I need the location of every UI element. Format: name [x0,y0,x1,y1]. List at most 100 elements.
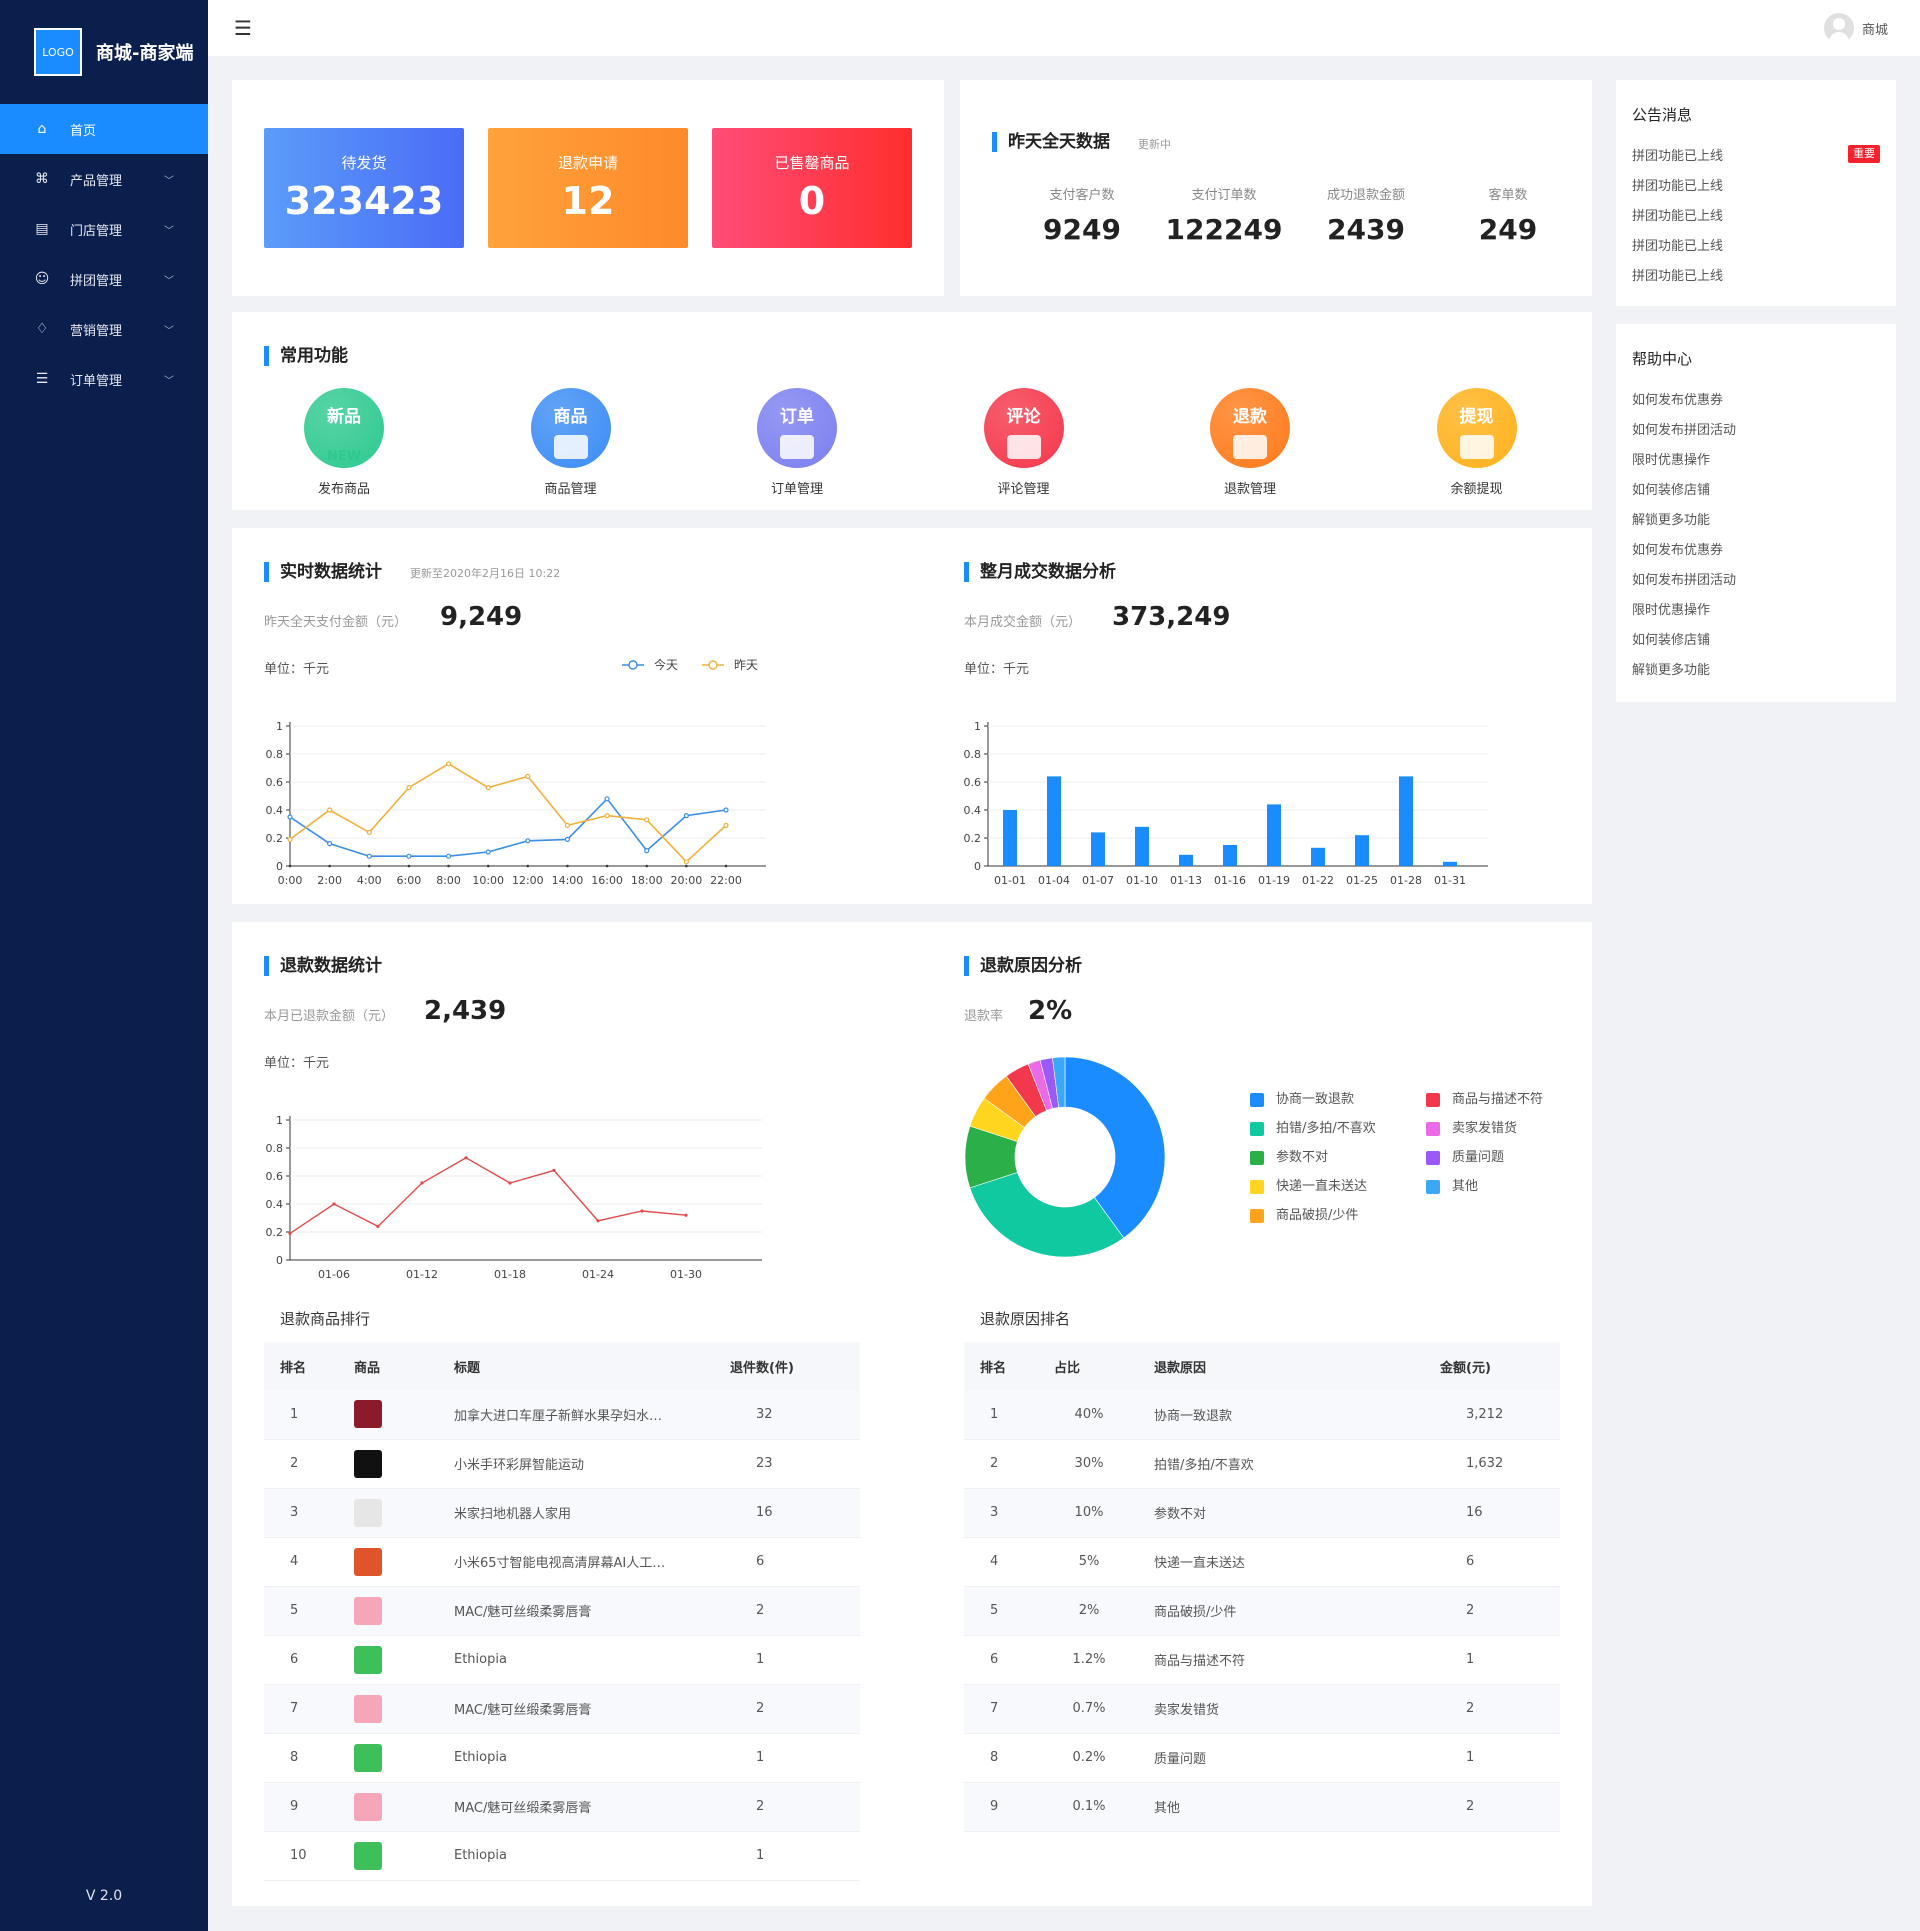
table-row[interactable]: 7 MAC/魅可丝缎柔雾唇膏 2 [264,1684,860,1734]
function-comment[interactable]: 评论 评论管理 [964,388,1084,497]
product-thumbnail[interactable] [354,1400,382,1429]
help-item[interactable]: 如何装修店铺 [1632,633,1711,648]
table-row[interactable]: 1 加拿大进口车厘子新鲜水果孕妇水… 32 [264,1390,860,1440]
product-thumbnail[interactable] [354,1743,382,1772]
stat-card-2[interactable]: 已售罄商品 0 [712,128,912,248]
sidebar-item-0[interactable]: ⌂ 首页 [0,104,208,154]
product-title-cell[interactable]: 米家扫地机器人家用 [454,1488,730,1538]
table-row[interactable]: 5 2% 商品破损/少件 2 [964,1586,1560,1636]
notice-item[interactable]: 拼团功能已上线 [1632,269,1724,284]
product-title-cell[interactable]: MAC/魅可丝缎柔雾唇膏 [454,1782,730,1832]
legend-label: 商品与描述不符 [1452,1092,1544,1107]
product-thumbnail[interactable] [354,1596,382,1625]
function-badge: 订单 [780,407,814,427]
stat-card-0[interactable]: 待发货 323423 [264,128,464,248]
function-glyph [1233,435,1267,459]
function-label: 发布商品 [317,482,370,497]
product-thumbnail[interactable] [354,1449,382,1478]
product-title-cell[interactable]: 小米手环彩屏智能运动 [454,1439,730,1489]
data-point [366,829,372,835]
table-row[interactable]: 9 MAC/魅可丝缎柔雾唇膏 2 [264,1782,860,1832]
avatar[interactable] [1824,13,1854,43]
percent-cell: 2% [1054,1586,1154,1636]
y-tick-label: 1 [276,720,283,733]
notice-item[interactable]: 拼团功能已上线 [1632,149,1724,164]
table-row[interactable]: 4 小米65寸智能电视高清屏幕AI人工… 6 [264,1537,860,1587]
count-cell: 1 [730,1635,860,1685]
help-item[interactable]: 解锁更多功能 [1632,513,1711,528]
help-item[interactable]: 如何发布优惠券 [1632,393,1724,408]
table-row[interactable]: 6 Ethiopia 1 [264,1635,860,1685]
product-title-cell[interactable]: 小米65寸智能电视高清屏幕AI人工… [454,1537,730,1587]
table-row[interactable]: 3 10% 参数不对 16 [964,1488,1560,1538]
help-item[interactable]: 如何装修店铺 [1632,483,1711,498]
help-item[interactable]: 解锁更多功能 [1632,663,1711,678]
legend-swatch [1250,1093,1264,1107]
notice-item[interactable]: 拼团功能已上线 [1632,239,1724,254]
product-title-cell[interactable]: MAC/魅可丝缎柔雾唇膏 [454,1586,730,1636]
y-tick-label: 0.4 [266,1198,284,1211]
table-row[interactable]: 7 0.7% 卖家发错货 2 [964,1684,1560,1734]
product-title-cell[interactable]: Ethiopia [454,1831,730,1881]
data-point [508,1181,512,1185]
help-item[interactable]: 限时优惠操作 [1632,603,1711,618]
function-order-list[interactable]: 订单 订单管理 [737,388,857,497]
product-thumbnail[interactable] [354,1792,382,1821]
product-thumbnail[interactable] [354,1498,382,1527]
help-item[interactable]: 限时优惠操作 [1632,453,1711,468]
user-name[interactable]: 商城 [1862,23,1889,38]
stat-card-1[interactable]: 退款申请 12 [488,128,688,248]
table-row[interactable]: 8 Ethiopia 1 [264,1733,860,1783]
table-row[interactable]: 10 Ethiopia 1 [264,1831,860,1881]
table-row[interactable]: 5 MAC/魅可丝缎柔雾唇膏 2 [264,1586,860,1636]
x-tick-label: 01-22 [1302,874,1334,887]
bar [1003,810,1017,866]
yesterday-metric: 客单数 249 [1438,184,1578,246]
product-title-cell[interactable]: 加拿大进口车厘子新鲜水果孕妇水… [454,1390,730,1440]
help-item[interactable]: 如何发布优惠券 [1632,543,1724,558]
product-title-cell[interactable]: MAC/魅可丝缎柔雾唇膏 [454,1684,730,1734]
amount-cell: 3,212 [1440,1390,1560,1440]
monthly-title: 整月成交数据分析 [964,562,1116,582]
table-row[interactable]: 6 1.2% 商品与描述不符 1 [964,1635,1560,1685]
data-point [684,1213,688,1217]
product-thumbnail[interactable] [354,1547,382,1576]
function-new-product[interactable]: 新品 NEW 发布商品 [284,388,404,497]
rank-cell: 3 [964,1488,1054,1538]
function-wallet[interactable]: 提现 余额提现 [1417,388,1537,497]
help-item[interactable]: 如何发布拼团活动 [1632,573,1737,588]
notice-item[interactable]: 拼团功能已上线 [1632,179,1724,194]
table-row[interactable]: 2 30% 拍错/多拍/不喜欢 1,632 [964,1439,1560,1489]
topbar: ☰ 商城 [208,0,1920,56]
function-badge: 评论 [1006,407,1041,427]
table-row[interactable]: 9 0.1% 其他 2 [964,1782,1560,1832]
product-thumbnail[interactable] [354,1694,382,1723]
table-row[interactable]: 1 40% 协商一致退款 3,212 [964,1390,1560,1440]
table-row[interactable]: 8 0.2% 质量问题 1 [964,1733,1560,1783]
sidebar-item-1[interactable]: ⌘ 产品管理 ﹀ [0,154,208,204]
product-thumbnail[interactable] [354,1645,382,1674]
help-item[interactable]: 如何发布拼团活动 [1632,423,1737,438]
x-tick-label: 01-28 [1390,874,1422,887]
sidebar-nav: ⌂ 首页 ⌘ 产品管理 ﹀ ▤ 门店管理 ﹀ ☺ 拼团管理 ﹀ ♢ 营销管理 ﹀ ☰ 订单管理 ﹀ [0,104,208,404]
sidebar-item-2[interactable]: ▤ 门店管理 ﹀ [0,204,208,254]
function-refund[interactable]: 退款 退款管理 [1190,388,1310,497]
product-title-cell[interactable]: Ethiopia [454,1635,730,1685]
table-row[interactable]: 3 米家扫地机器人家用 16 [264,1488,860,1538]
function-gift[interactable]: 商品 商品管理 [511,388,631,497]
table-row[interactable]: 4 5% 快递一直未送达 6 [964,1537,1560,1587]
menu-toggle-icon[interactable]: ☰ [234,16,252,40]
bar [1223,845,1237,866]
table-row[interactable]: 2 小米手环彩屏智能运动 23 [264,1439,860,1489]
function-badge: 提现 [1459,407,1494,427]
count-cell: 6 [730,1537,860,1587]
product-title-cell[interactable]: Ethiopia [454,1733,730,1783]
sidebar-item-3[interactable]: ☺ 拼团管理 ﹀ [0,254,208,304]
product-thumbnail[interactable] [354,1841,382,1870]
stat-value: 12 [561,179,615,223]
home-icon: ⌂ [37,121,47,137]
sidebar-item-4[interactable]: ♢ 营销管理 ﹀ [0,304,208,354]
bar [1355,835,1369,866]
sidebar-item-5[interactable]: ☰ 订单管理 ﹀ [0,354,208,404]
notice-item[interactable]: 拼团功能已上线 [1632,209,1724,224]
